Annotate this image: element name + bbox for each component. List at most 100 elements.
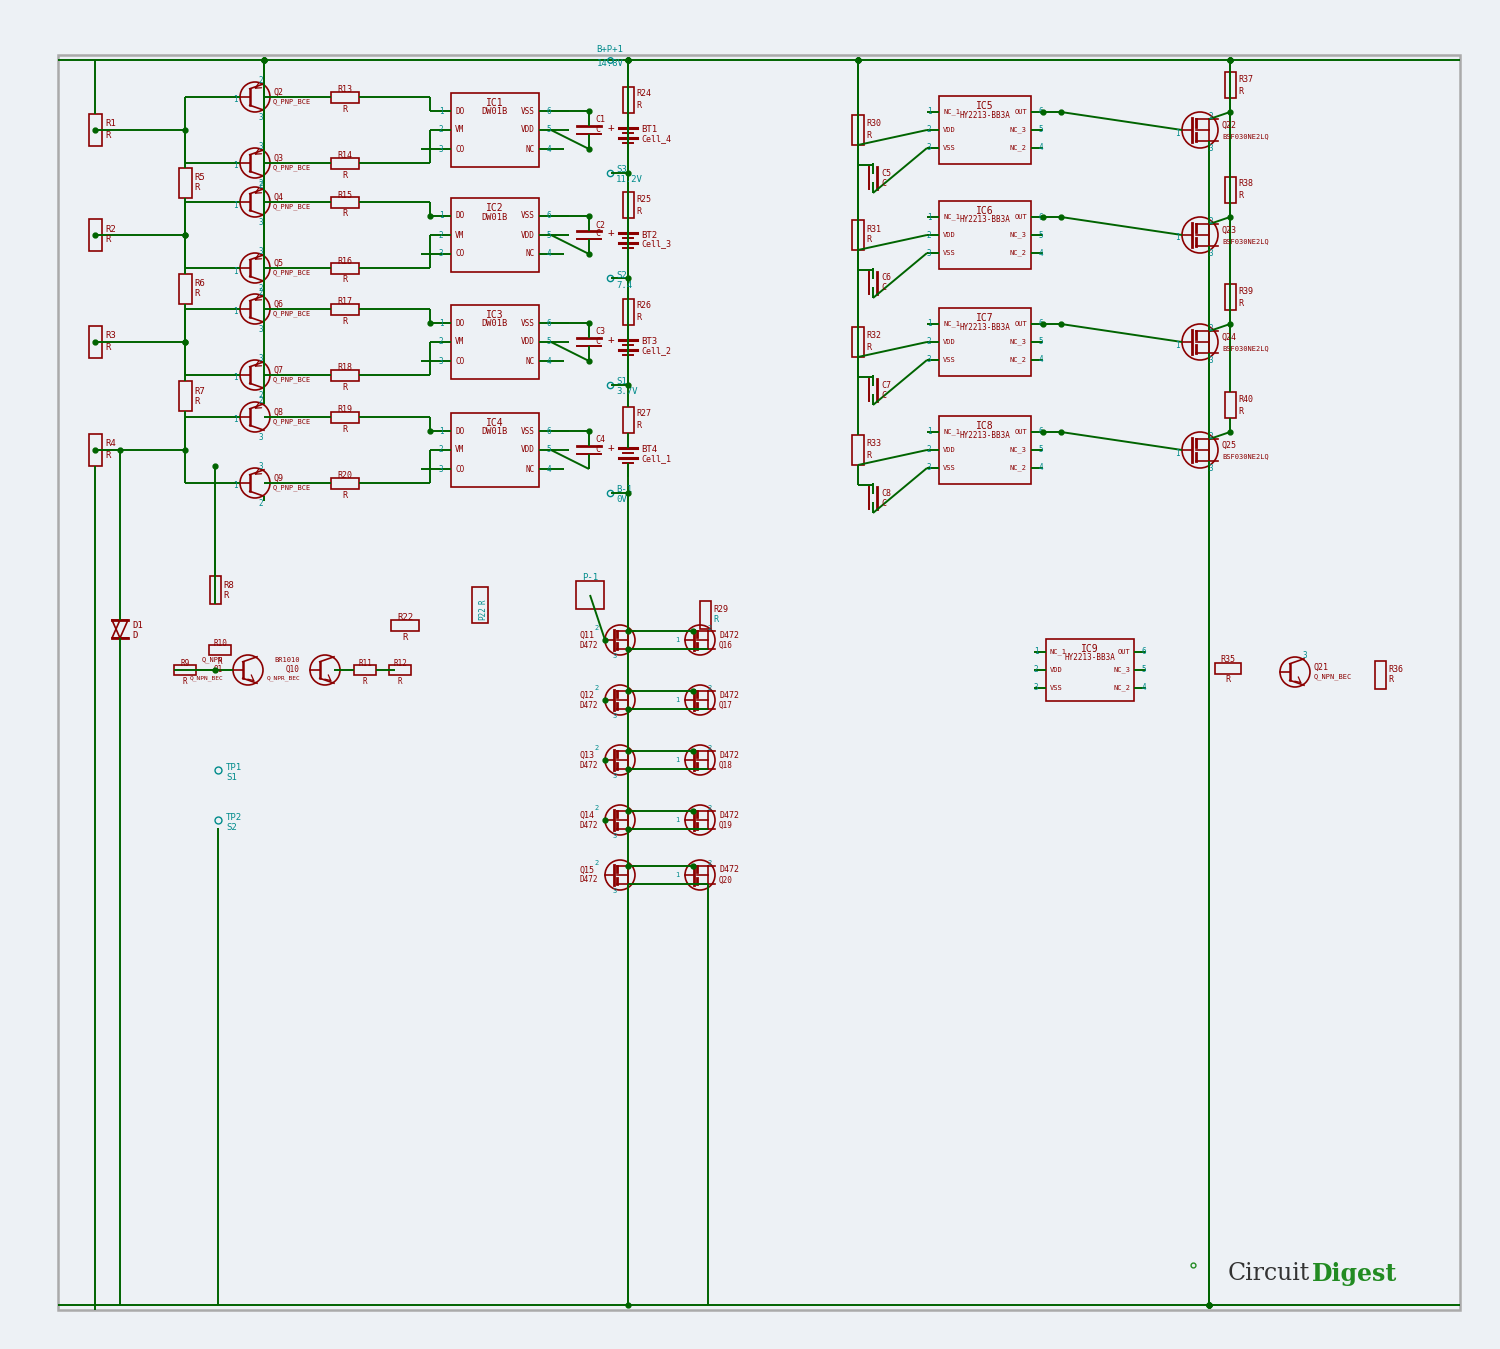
Text: VSS: VSS [944, 465, 956, 471]
Text: R37: R37 [1238, 74, 1252, 84]
Text: 2: 2 [708, 805, 711, 811]
Bar [452, 198, 538, 272]
Text: C7: C7 [880, 380, 891, 390]
Text: HY2213-BB3A: HY2213-BB3A [960, 111, 1011, 120]
Bar [452, 305, 538, 379]
Text: NC: NC [525, 464, 536, 473]
Text: R: R [363, 677, 368, 687]
Text: R6: R6 [194, 279, 204, 289]
Text: 1: 1 [232, 267, 237, 275]
Text: B-1: B-1 [616, 486, 632, 495]
Text: 2: 2 [708, 625, 711, 631]
Text: 3: 3 [1302, 652, 1306, 660]
Text: 4: 4 [546, 144, 552, 154]
Text: 1: 1 [927, 320, 932, 329]
Text: Q1: Q1 [213, 665, 223, 673]
Text: VSS: VSS [944, 357, 956, 363]
Text: R: R [636, 101, 640, 111]
Text: R: R [224, 591, 228, 599]
Text: R: R [342, 383, 348, 391]
Text: DW01B: DW01B [482, 428, 508, 437]
Text: 3: 3 [927, 356, 932, 364]
Text: NC: NC [525, 144, 536, 154]
Text: 3: 3 [612, 888, 616, 894]
Bar [939, 415, 1030, 484]
Text: D472: D472 [580, 761, 598, 769]
Text: R27: R27 [636, 410, 651, 418]
Text: 1: 1 [675, 637, 680, 643]
Bar [1046, 639, 1134, 701]
Text: D472: D472 [580, 641, 598, 649]
Text: R22: R22 [398, 612, 412, 622]
Text: 3: 3 [438, 144, 444, 154]
Text: DW01B: DW01B [482, 108, 508, 116]
Text: Q22: Q22 [1222, 120, 1238, 130]
Text: VSS: VSS [1050, 685, 1062, 691]
Text: R: R [398, 677, 402, 687]
Bar [622, 192, 633, 219]
Text: 1: 1 [1034, 648, 1038, 657]
Text: D472: D472 [718, 691, 740, 700]
Text: S2: S2 [616, 271, 627, 279]
Text: 2: 2 [596, 745, 598, 751]
Text: 3: 3 [438, 250, 444, 259]
Text: 1: 1 [675, 757, 680, 764]
Text: R8: R8 [224, 580, 234, 590]
Bar [178, 274, 192, 304]
Text: 1: 1 [232, 374, 237, 383]
Text: 14.8V: 14.8V [597, 58, 624, 67]
Text: 2: 2 [927, 125, 932, 135]
Text: R33: R33 [865, 440, 880, 448]
Text: Q25: Q25 [1222, 441, 1238, 449]
Text: IC8: IC8 [976, 421, 994, 430]
Text: 3: 3 [438, 356, 444, 366]
Text: Q14: Q14 [580, 811, 596, 819]
Text: R2: R2 [105, 224, 116, 233]
Text: R4: R4 [105, 440, 116, 448]
Text: R9: R9 [180, 658, 189, 668]
Bar [852, 434, 864, 465]
Text: 2: 2 [258, 391, 264, 401]
Text: R: R [342, 317, 348, 325]
Text: R: R [636, 421, 640, 430]
Text: 3: 3 [258, 247, 264, 256]
Text: 5: 5 [546, 125, 552, 135]
Text: C3: C3 [596, 328, 604, 336]
Text: C: C [880, 499, 886, 507]
Text: Q_NPR_BEC: Q_NPR_BEC [267, 676, 300, 681]
Text: +: + [608, 335, 615, 345]
Text: NC_2: NC_2 [1010, 144, 1028, 151]
Text: Q21: Q21 [1314, 662, 1329, 672]
Text: 1: 1 [232, 162, 237, 170]
Text: R5: R5 [194, 174, 204, 182]
Text: R: R [865, 451, 871, 460]
Text: 1: 1 [438, 212, 444, 220]
Text: +: + [608, 228, 615, 237]
Text: 3: 3 [438, 464, 444, 473]
Text: +: + [608, 123, 615, 134]
Bar [178, 169, 192, 198]
Text: 4: 4 [1038, 248, 1044, 258]
Bar [88, 115, 102, 146]
Text: VM: VM [454, 445, 465, 455]
Text: R10: R10 [213, 638, 226, 648]
Text: Q4: Q4 [273, 193, 284, 201]
Text: Q12: Q12 [580, 691, 596, 700]
Text: 3: 3 [1034, 684, 1038, 692]
Text: R: R [105, 131, 111, 139]
Text: D472: D472 [718, 866, 740, 874]
Text: CO: CO [454, 144, 465, 154]
Text: DO: DO [454, 426, 465, 436]
Text: 2: 2 [438, 337, 444, 347]
Text: R30: R30 [865, 120, 880, 128]
Text: R: R [342, 275, 348, 285]
Bar [392, 619, 418, 630]
Text: D472: D472 [718, 811, 740, 819]
Text: 1: 1 [927, 428, 932, 437]
Text: P-1: P-1 [582, 572, 598, 581]
Bar [699, 602, 711, 629]
Text: Q_PNP_BCE: Q_PNP_BCE [273, 98, 312, 105]
Bar [209, 645, 231, 656]
Bar [1224, 71, 1236, 98]
Text: C5: C5 [880, 169, 891, 178]
